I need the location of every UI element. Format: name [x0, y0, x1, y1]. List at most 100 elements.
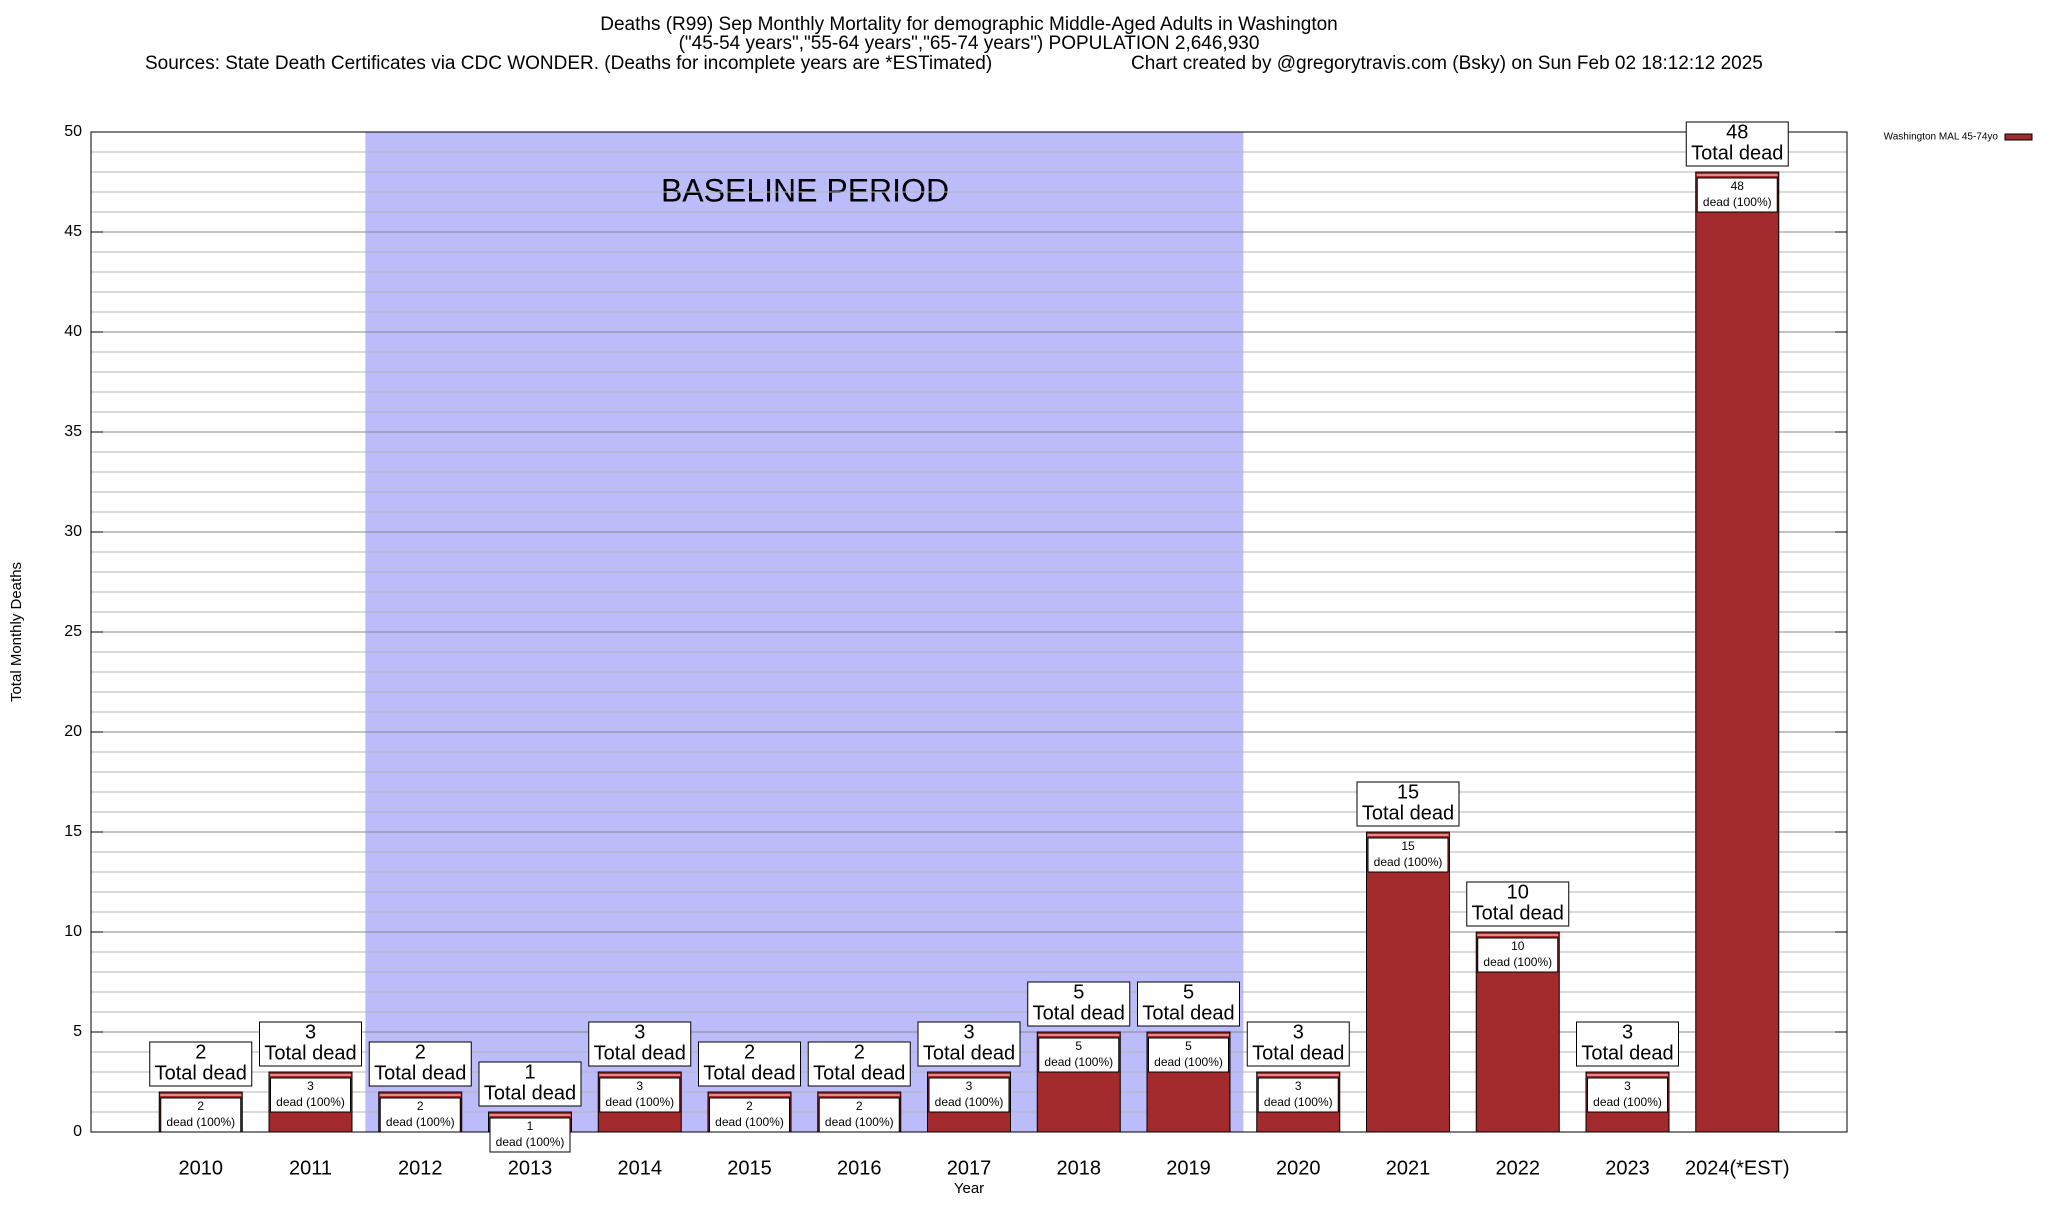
inner-label-box: [1367, 837, 1449, 873]
total-label-box: [1576, 1021, 1679, 1067]
total-label-box: [807, 1041, 911, 1087]
y-tick-label: 45: [64, 223, 82, 240]
chart-subtitle: ("45-54 years","55-64 years","65-74 year…: [679, 33, 1260, 54]
inner-value-label: 15: [1401, 839, 1415, 853]
x-tick-label: 2015: [727, 1157, 772, 1179]
inner-label: dead (100%): [935, 1095, 1004, 1109]
inner-label: dead (100%): [1703, 195, 1772, 209]
total-value-label: 48: [1726, 121, 1748, 143]
legend-label: Washington MAL 45-74yo: [1884, 132, 1999, 143]
inner-label: dead (100%): [1044, 1055, 1113, 1069]
total-value-label: 2: [744, 1041, 755, 1063]
total-label: Total dead: [1581, 1042, 1673, 1064]
total-value-label: 3: [305, 1021, 316, 1043]
inner-label: dead (100%): [1593, 1095, 1662, 1109]
total-label-box: [588, 1021, 692, 1067]
inner-label-box: [489, 1117, 571, 1153]
total-value-label: 3: [963, 1021, 974, 1043]
x-tick-label: 2014: [618, 1157, 663, 1179]
total-label-box: [478, 1061, 582, 1107]
inner-label-box: [160, 1097, 242, 1133]
bar: [1366, 831, 1450, 1133]
x-tick-label: 2013: [508, 1157, 553, 1179]
y-tick-label: 40: [64, 323, 82, 340]
y-tick-label: 0: [73, 1123, 82, 1140]
total-label-box: [1137, 981, 1240, 1027]
inner-label: dead (100%): [825, 1115, 894, 1129]
inner-label-box: [818, 1097, 900, 1133]
inner-value-label: 10: [1511, 939, 1525, 953]
inner-label: dead (100%): [1483, 955, 1552, 969]
x-tick-label: 2020: [1276, 1157, 1321, 1179]
inner-value-label: 2: [746, 1099, 753, 1113]
x-tick-label: 2021: [1386, 1157, 1431, 1179]
inner-value-label: 3: [636, 1079, 643, 1093]
total-value-label: 5: [1183, 981, 1194, 1003]
inner-label-box: [270, 1077, 351, 1113]
inner-label: dead (100%): [496, 1135, 565, 1149]
credit: Chart created by @gregorytravis.com (Bsk…: [1131, 53, 1763, 74]
total-value-label: 2: [415, 1041, 426, 1063]
total-label: Total dead: [703, 1062, 795, 1084]
y-tick-label: 5: [73, 1023, 82, 1040]
total-value-label: 2: [195, 1041, 206, 1063]
total-label: Total dead: [264, 1042, 356, 1064]
inner-label-box: [1257, 1077, 1339, 1113]
inner-label: dead (100%): [276, 1095, 345, 1109]
total-label-box: [1685, 121, 1789, 167]
shade-label: BASELINE PERIOD: [661, 172, 949, 208]
inner-label: dead (100%): [715, 1115, 784, 1129]
inner-label-box: [1477, 937, 1559, 973]
total-value-label: 3: [1293, 1021, 1304, 1043]
sources: Sources: State Death Certificates via CD…: [145, 53, 992, 74]
inner-value-label: 2: [856, 1099, 863, 1113]
total-label-box: [1246, 1021, 1350, 1067]
inner-value-label: 3: [1624, 1079, 1631, 1093]
inner-label-box: [379, 1097, 461, 1133]
chart-title: Deaths (R99) Sep Monthly Mortality for d…: [600, 14, 1337, 35]
total-label: Total dead: [484, 1082, 576, 1104]
total-label-box: [259, 1021, 362, 1067]
x-axis-label: Year: [954, 1180, 984, 1197]
inner-value-label: 5: [1075, 1039, 1082, 1053]
total-label: Total dead: [155, 1062, 247, 1084]
total-label-box: [368, 1041, 472, 1087]
inner-value-label: 3: [966, 1079, 973, 1093]
total-label-box: [1356, 781, 1460, 827]
total-value-label: 15: [1397, 781, 1419, 803]
x-tick-label: 2012: [398, 1157, 443, 1179]
inner-label-box: [1587, 1077, 1668, 1113]
inner-label: dead (100%): [386, 1115, 455, 1129]
inner-label: dead (100%): [1264, 1095, 1333, 1109]
total-value-label: 10: [1507, 881, 1529, 903]
y-tick-label: 30: [64, 523, 82, 540]
total-value-label: 1: [524, 1061, 535, 1083]
x-tick-label: 2010: [179, 1157, 224, 1179]
x-tick-label: 2022: [1496, 1157, 1541, 1179]
inner-label-box: [599, 1077, 681, 1113]
x-tick-label: 2024(*EST): [1685, 1157, 1790, 1179]
total-label: Total dead: [923, 1042, 1015, 1064]
y-tick-label: 35: [64, 423, 82, 440]
inner-label: dead (100%): [166, 1115, 235, 1129]
inner-value-label: 3: [1295, 1079, 1302, 1093]
inner-label-box: [1038, 1037, 1120, 1073]
inner-value-label: 1: [527, 1119, 534, 1133]
total-label: Total dead: [1362, 802, 1454, 824]
y-tick-label: 25: [64, 623, 82, 640]
x-tick-label: 2019: [1166, 1157, 1211, 1179]
inner-value-label: 48: [1731, 179, 1745, 193]
total-value-label: 3: [634, 1021, 645, 1043]
inner-value-label: 3: [307, 1079, 314, 1093]
x-tick-label: 2016: [837, 1157, 882, 1179]
inner-value-label: 5: [1185, 1039, 1192, 1053]
total-label: Total dead: [1252, 1042, 1344, 1064]
total-label: Total dead: [374, 1062, 466, 1084]
total-label-box: [1466, 881, 1570, 927]
inner-label: dead (100%): [605, 1095, 674, 1109]
bar: [1695, 171, 1780, 1133]
total-value-label: 5: [1073, 981, 1084, 1003]
total-label: Total dead: [1033, 1002, 1125, 1024]
